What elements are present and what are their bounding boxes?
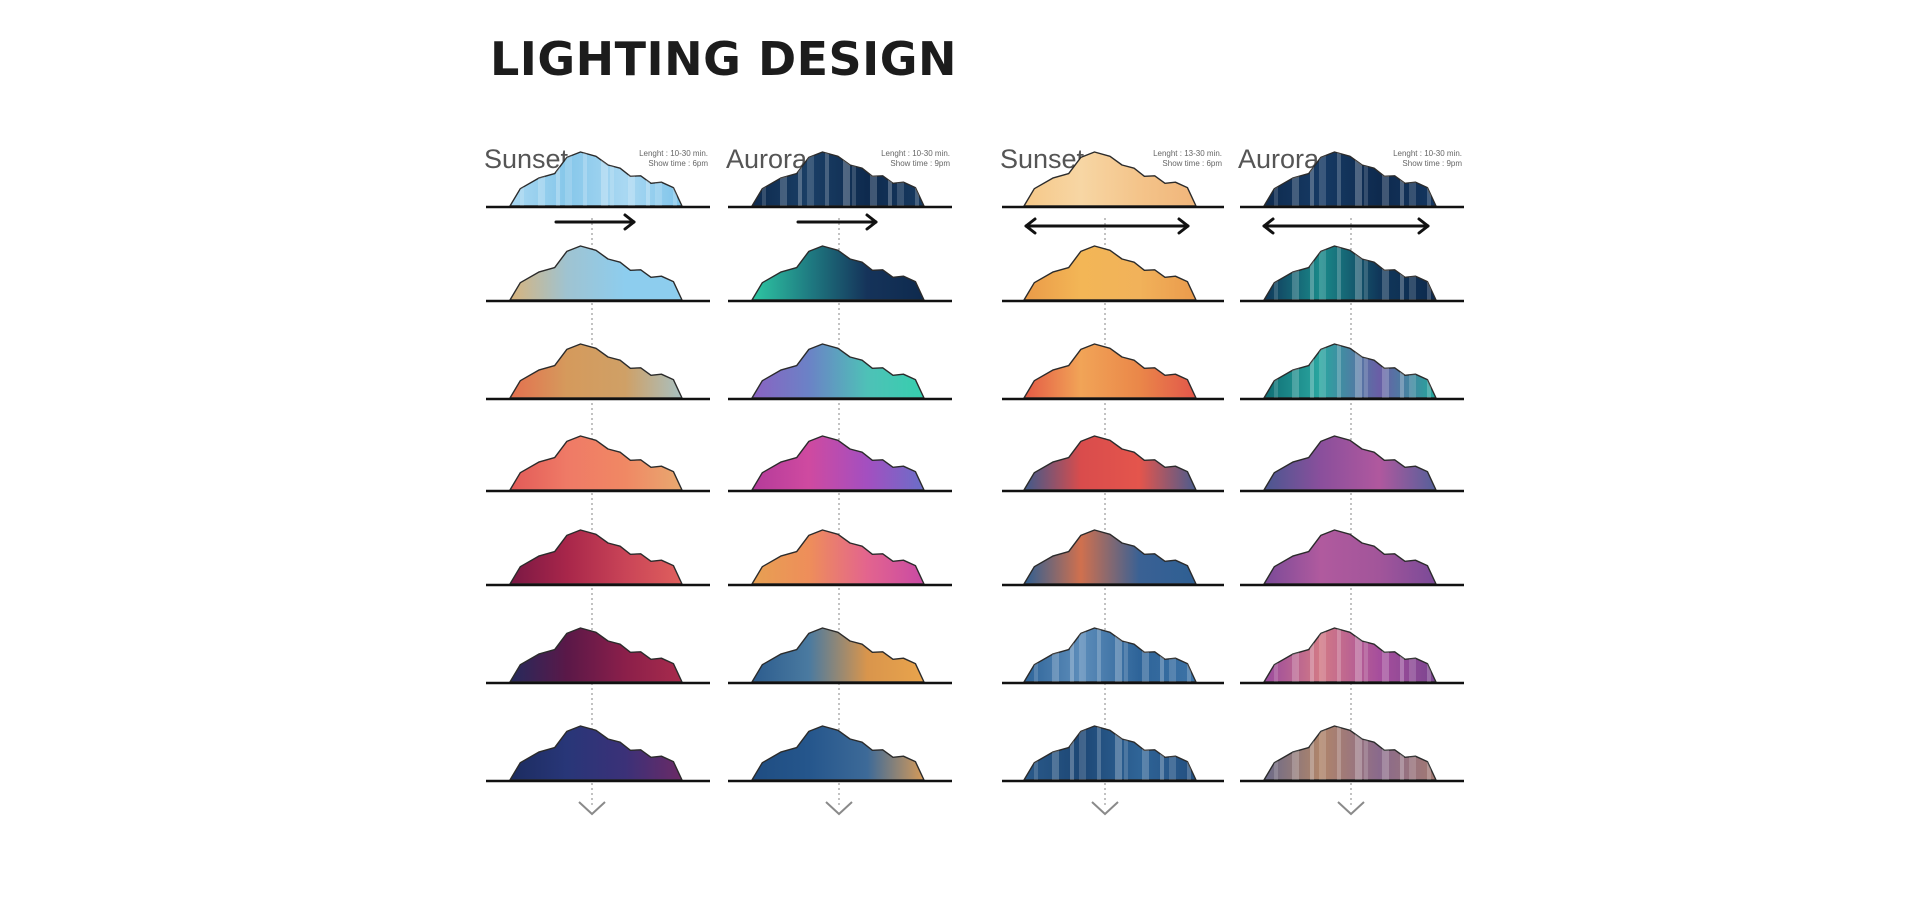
right-arrow-icon: [554, 213, 636, 231]
lighting-frame: [1240, 627, 1464, 685]
column-sunset-a: Sunset Lenght : 10-30 min.Show time : 6pm: [484, 144, 710, 816]
mountain-silhouette: [509, 343, 683, 399]
mountain-silhouette: [1263, 725, 1437, 781]
lighting-frame: [486, 529, 710, 587]
chevron-down-icon: [1091, 801, 1119, 816]
mountain-silhouette: [1023, 343, 1197, 399]
lighting-frame: [486, 435, 710, 493]
mountain-silhouette: [509, 151, 683, 207]
lighting-frame: [728, 435, 952, 493]
mountain-silhouette: [751, 725, 925, 781]
mountain-silhouette: [509, 627, 683, 683]
mountain-silhouette: [1263, 151, 1437, 207]
mountain-silhouette: [1263, 245, 1437, 301]
mountain-silhouette: [509, 725, 683, 781]
double-arrow-icon: [1262, 217, 1430, 235]
mountain-silhouette: [1023, 435, 1197, 491]
mountain-silhouette: [1263, 435, 1437, 491]
page-title: LIGHTING DESIGN: [490, 32, 958, 86]
lighting-frame: [486, 245, 710, 303]
column-title: Sunset: [1000, 144, 1085, 174]
column-title: Sunset: [484, 144, 569, 174]
mountain-silhouette: [1263, 529, 1437, 585]
chevron-down-icon: [578, 801, 606, 816]
column-sunset-b: Sunset Lenght : 13-30 min.Show time : 6pm: [1000, 144, 1224, 816]
column-info-text: Lenght : 10-30 min.: [1393, 149, 1462, 158]
mountain-silhouette: [509, 435, 683, 491]
lighting-frame: [1002, 725, 1224, 783]
mountain-silhouette: [751, 627, 925, 683]
mountain-silhouette: [751, 245, 925, 301]
lighting-frame: [1002, 529, 1224, 587]
lighting-frame: [728, 529, 952, 587]
column-info-text: Lenght : 10-30 min.: [639, 149, 708, 158]
lighting-frame: [1002, 151, 1224, 209]
column-info-text: Lenght : 13-30 min.: [1153, 149, 1222, 158]
mountain-silhouette: [1023, 725, 1197, 781]
mountain-silhouette: [1023, 245, 1197, 301]
lighting-frame: [1002, 627, 1224, 685]
lighting-frame: [728, 343, 952, 401]
column-info-text: Lenght : 10-30 min.: [881, 149, 950, 158]
mountain-silhouette: [1023, 151, 1197, 207]
column-info-text: Show time : 9pm: [890, 159, 950, 168]
lighting-frame: [728, 725, 952, 783]
mountain-silhouette: [1263, 627, 1437, 683]
column-info-text: Show time : 6pm: [648, 159, 708, 168]
double-arrow-icon: [1024, 217, 1190, 235]
lighting-frame: [1002, 245, 1224, 303]
column-aurora-a: Aurora Lenght : 10-30 min.Show time : 9pm: [726, 144, 952, 816]
mountain-silhouette: [1263, 343, 1437, 399]
lighting-frame: [486, 343, 710, 401]
lighting-frame: [1002, 343, 1224, 401]
mountain-silhouette: [751, 529, 925, 585]
mountain-silhouette: [1023, 627, 1197, 683]
column-aurora-b: Aurora Lenght : 10-30 min.Show time : 9pm: [1238, 144, 1464, 816]
mountain-silhouette: [751, 435, 925, 491]
lighting-frame: [1240, 725, 1464, 783]
mountain-silhouette: [1023, 529, 1197, 585]
chevron-down-icon: [825, 801, 853, 816]
mountain-silhouette: [509, 245, 683, 301]
chevron-down-icon: [1337, 801, 1365, 816]
mountain-silhouette: [751, 343, 925, 399]
lighting-frame: [486, 725, 710, 783]
lighting-frame: [1002, 435, 1224, 493]
lighting-frame: [728, 627, 952, 685]
lighting-frame: [1240, 435, 1464, 493]
lighting-frame: [1240, 343, 1464, 401]
lighting-frame: [1240, 245, 1464, 303]
column-title: Aurora: [1238, 144, 1320, 174]
column-info-text: Show time : 9pm: [1402, 159, 1462, 168]
column-title: Aurora: [726, 144, 808, 174]
right-arrow-icon: [796, 213, 878, 231]
column-info-text: Show time : 6pm: [1162, 159, 1222, 168]
lighting-frame: [728, 245, 952, 303]
lighting-frame: [1240, 529, 1464, 587]
mountain-silhouette: [751, 151, 925, 207]
lighting-frame: [486, 627, 710, 685]
mountain-silhouette: [509, 529, 683, 585]
